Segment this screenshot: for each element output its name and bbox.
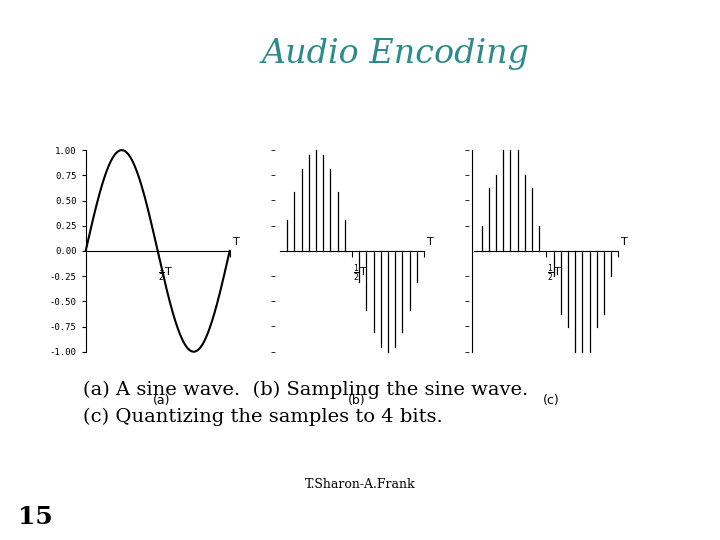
Text: –: – — [270, 221, 275, 231]
Text: Audio Encoding: Audio Encoding — [262, 38, 530, 70]
Text: $\frac{1}{2}$T: $\frac{1}{2}$T — [353, 263, 368, 285]
Text: –: – — [270, 296, 275, 306]
Text: –: – — [464, 347, 469, 357]
Text: –: – — [464, 296, 469, 306]
Text: –: – — [464, 195, 469, 206]
Text: –: – — [464, 170, 469, 180]
Text: (c): (c) — [542, 394, 559, 407]
Text: 15: 15 — [18, 505, 53, 529]
Text: T: T — [427, 237, 433, 247]
Text: –: – — [464, 271, 469, 281]
Text: T: T — [233, 237, 239, 247]
Text: –: – — [270, 170, 275, 180]
Text: (b): (b) — [348, 394, 365, 407]
Text: –: – — [464, 321, 469, 332]
Text: –: – — [270, 195, 275, 206]
Text: –: – — [270, 321, 275, 332]
Text: T.Sharon-A.Frank: T.Sharon-A.Frank — [305, 478, 415, 491]
Text: (a) A sine wave.  (b) Sampling the sine wave.: (a) A sine wave. (b) Sampling the sine w… — [83, 381, 528, 399]
Text: –: – — [270, 271, 275, 281]
Text: (a): (a) — [153, 394, 171, 407]
Text: –: – — [464, 145, 469, 155]
Text: T: T — [621, 237, 628, 247]
Text: –: – — [270, 145, 275, 155]
Text: $\frac{1}{2}$T: $\frac{1}{2}$T — [547, 263, 562, 285]
Text: $\frac{1}{2}$T: $\frac{1}{2}$T — [158, 263, 174, 285]
Text: –: – — [464, 221, 469, 231]
Text: –: – — [270, 347, 275, 357]
Text: (c) Quantizing the samples to 4 bits.: (c) Quantizing the samples to 4 bits. — [83, 408, 443, 426]
